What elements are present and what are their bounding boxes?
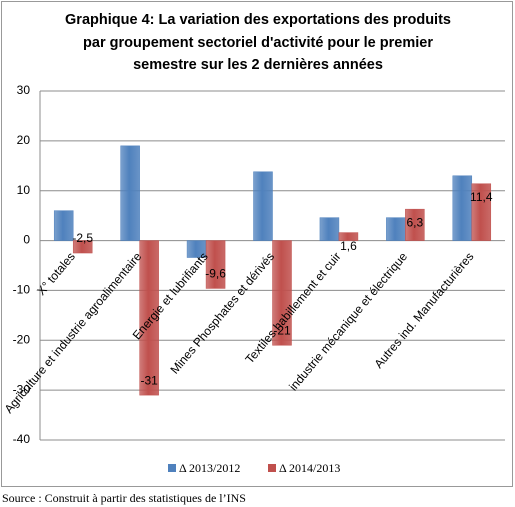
y-tick-label: 30 <box>17 83 31 97</box>
bar <box>386 217 406 241</box>
y-tick-label: -30 <box>13 382 31 396</box>
chart-title: Graphique 4: La variation des exportatio… <box>65 12 451 28</box>
y-tick-label: -20 <box>13 332 31 346</box>
bar <box>452 175 473 241</box>
chart-title: par groupement sectoriel d'activité pour… <box>83 35 433 51</box>
bar <box>139 240 159 396</box>
data-label: -31 <box>140 373 158 387</box>
bar <box>272 240 292 346</box>
source-note: Source : Construit à partir des statisti… <box>2 491 246 505</box>
bar <box>405 208 425 241</box>
data-label: -21 <box>273 323 291 337</box>
y-tick-label: 10 <box>17 183 31 197</box>
y-tick-label: -10 <box>13 283 31 297</box>
chart-title: semestre sur les 2 dernières années <box>133 57 383 73</box>
legend-swatch <box>268 464 276 472</box>
y-tick-label: 0 <box>23 233 30 247</box>
data-label: 1,6 <box>340 239 357 253</box>
data-label: -2,5 <box>72 231 93 245</box>
legend-label: Δ 2014/2013 <box>279 461 340 475</box>
bar <box>319 217 340 241</box>
legend-swatch <box>168 464 176 472</box>
y-tick-label: -40 <box>13 432 31 446</box>
data-label: -9,6 <box>205 267 226 281</box>
bar <box>471 183 492 241</box>
bar <box>72 240 93 254</box>
legend-label: Δ 2013/2012 <box>179 461 240 475</box>
bar <box>253 171 273 241</box>
bar <box>205 240 226 289</box>
bar <box>120 145 140 241</box>
bar <box>338 232 359 241</box>
y-tick-label: 20 <box>17 133 31 147</box>
bar <box>53 210 74 241</box>
data-label: 6,3 <box>407 215 424 229</box>
data-label: 11,4 <box>470 190 493 204</box>
